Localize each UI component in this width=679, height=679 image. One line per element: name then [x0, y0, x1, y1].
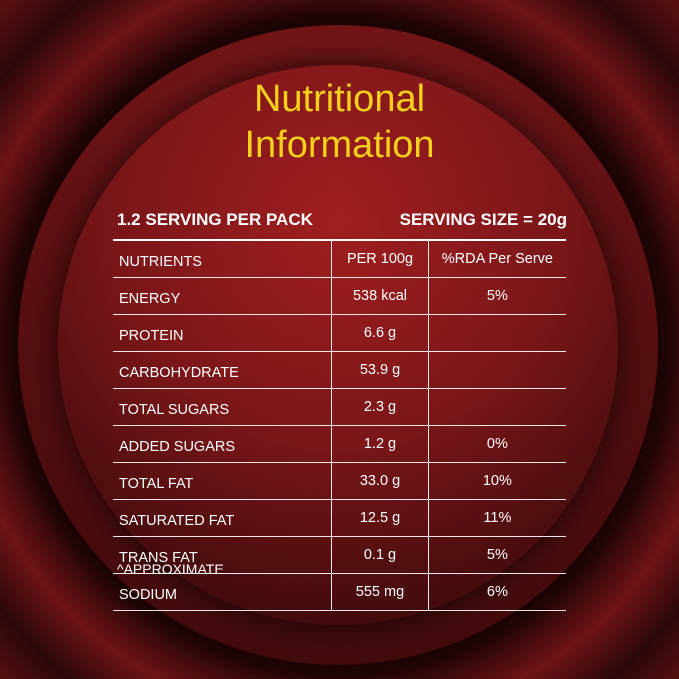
- rda-value: 6%: [428, 573, 566, 611]
- serving-size: SERVING SIZE = 20g: [399, 210, 567, 229]
- per-100g-value: 1.2 g: [331, 425, 429, 463]
- nutrient-name: SODIUM: [113, 573, 332, 611]
- per-100g-value: 2.3 g: [331, 388, 429, 426]
- nutrition-table: NUTRIENTS PER 100g %RDA Per Serve ENERGY…: [113, 239, 566, 611]
- nutrient-name: TOTAL SUGARS: [113, 388, 332, 426]
- rda-value: [428, 388, 566, 426]
- rda-value: [428, 314, 566, 352]
- nutrient-name: PROTEIN: [113, 314, 332, 352]
- per-100g-value: 0.1 g: [331, 536, 429, 574]
- per-100g-value: 555 mg: [331, 573, 429, 611]
- rda-value: 5%: [428, 536, 566, 574]
- table-row: TOTAL FAT 33.0 g 10%: [113, 462, 566, 500]
- per-100g-value: 33.0 g: [331, 462, 429, 500]
- rda-value: 10%: [428, 462, 566, 500]
- rda-value: 11%: [428, 499, 566, 537]
- table-row: SATURATED FAT 12.5 g 11%: [113, 499, 566, 537]
- nutrient-name: TRANS FAT: [113, 536, 332, 574]
- rda-value: [428, 351, 566, 389]
- header-per-100g: PER 100g: [331, 239, 429, 278]
- per-100g-value: 6.6 g: [331, 314, 429, 352]
- header-nutrients: NUTRIENTS: [113, 239, 332, 278]
- title-line-1: Nutritional: [253, 78, 426, 120]
- table-row: ADDED SUGARS 1.2 g 0%: [113, 425, 566, 463]
- table-row: TRANS FAT 0.1 g 5%: [113, 536, 566, 574]
- table-header-row: NUTRIENTS PER 100g %RDA Per Serve: [113, 239, 566, 278]
- nutrient-name: ADDED SUGARS: [113, 425, 332, 463]
- header-rda: %RDA Per Serve: [428, 239, 566, 278]
- table-row: ENERGY 538 kcal 5%: [113, 277, 566, 315]
- page-title: Nutritional Information: [0, 76, 679, 168]
- per-100g-value: 538 kcal: [331, 277, 429, 315]
- nutrient-name: SATURATED FAT: [113, 499, 332, 537]
- table-row: TOTAL SUGARS 2.3 g: [113, 388, 566, 426]
- per-100g-value: 12.5 g: [331, 499, 429, 537]
- title-line-2: Information: [244, 124, 435, 166]
- servings-per-pack: 1.2 SERVING PER PACK: [117, 210, 313, 229]
- table-row: PROTEIN 6.6 g: [113, 314, 566, 352]
- nutrient-name: ENERGY: [113, 277, 332, 315]
- table-row: CARBOHYDRATE 53.9 g: [113, 351, 566, 389]
- serving-info: 1.2 SERVING PER PACK SERVING SIZE = 20g: [117, 208, 567, 234]
- footnote: ^APPROXIMATE: [117, 561, 224, 577]
- table-row: SODIUM 555 mg 6%: [113, 573, 566, 611]
- nutrient-name: CARBOHYDRATE: [113, 351, 332, 389]
- rda-value: 5%: [428, 277, 566, 315]
- rda-value: 0%: [428, 425, 566, 463]
- per-100g-value: 53.9 g: [331, 351, 429, 389]
- nutrient-name: TOTAL FAT: [113, 462, 332, 500]
